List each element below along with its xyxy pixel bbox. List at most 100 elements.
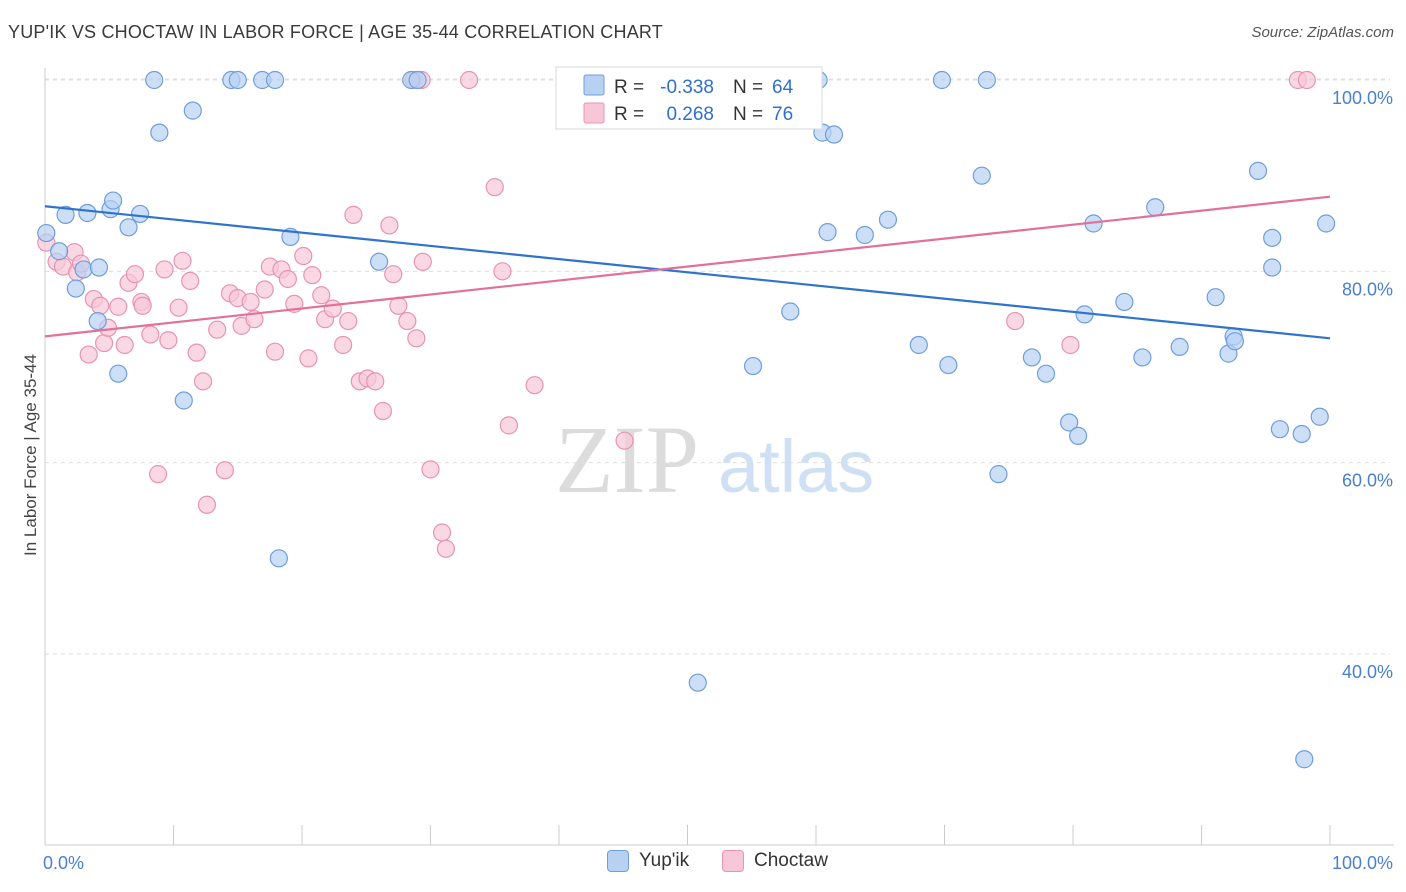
choctaw-point xyxy=(109,297,128,316)
yupik-point xyxy=(265,70,285,90)
yupik-point xyxy=(1270,420,1289,439)
yupik-point xyxy=(1146,198,1165,217)
yupik-point xyxy=(909,335,928,355)
choctaw-point xyxy=(373,401,393,421)
yupik-point xyxy=(78,203,97,223)
legend-swatch-choctaw-bottom xyxy=(722,850,744,872)
grid-lines xyxy=(45,78,1390,655)
yupik-point xyxy=(824,125,844,144)
chart-title: YUP'IK VS CHOCTAW IN LABOR FORCE | AGE 3… xyxy=(8,22,663,42)
legend-n-label-yupik: N = xyxy=(733,77,763,98)
yupik-point xyxy=(269,549,288,568)
yupik-point xyxy=(1295,750,1314,769)
series-yupik-points xyxy=(37,70,1336,769)
yupik-point xyxy=(977,70,997,90)
choctaw-point xyxy=(380,216,399,235)
yupik-point xyxy=(37,223,56,243)
choctaw-point xyxy=(294,246,313,266)
legend-item-yupik: Yup'ik xyxy=(607,850,689,872)
yupik-point xyxy=(150,123,169,142)
choctaw-point xyxy=(115,335,134,355)
choctaw-point xyxy=(193,372,213,391)
choctaw-point xyxy=(323,299,342,318)
choctaw-point xyxy=(432,523,452,542)
choctaw-point xyxy=(155,260,174,279)
choctaw-point xyxy=(389,296,408,315)
yupik-point xyxy=(688,673,707,692)
yupik-point xyxy=(1248,161,1268,180)
choctaw-point xyxy=(125,265,145,284)
legend-swatch-yupik-bottom xyxy=(607,850,629,872)
trend-line-yupik xyxy=(44,205,1331,340)
trend-line-choctaw xyxy=(44,195,1331,338)
yupik-point xyxy=(1225,332,1245,351)
yupik-point xyxy=(989,465,1008,484)
legend-item-choctaw: Choctaw xyxy=(722,850,828,872)
choctaw-point xyxy=(148,465,168,484)
choctaw-point xyxy=(413,252,432,271)
choctaw-point xyxy=(398,311,417,331)
yupik-point xyxy=(1022,348,1041,367)
yupik-point xyxy=(174,391,193,410)
choctaw-point xyxy=(208,320,227,339)
yupik-point xyxy=(109,364,128,383)
choctaw-point xyxy=(312,286,331,305)
yupik-point xyxy=(743,356,763,376)
yupik-point xyxy=(1206,288,1225,307)
choctaw-point xyxy=(436,539,456,558)
choctaw-point xyxy=(344,205,363,224)
trend-lines xyxy=(44,195,1331,340)
yupik-point xyxy=(408,70,427,90)
yupik-point xyxy=(145,70,164,90)
choctaw-point xyxy=(459,70,479,90)
choctaw-point xyxy=(1297,70,1316,90)
yupik-point xyxy=(228,70,247,90)
y-tick-label: 80.0% xyxy=(1342,279,1393,299)
axes xyxy=(44,68,1394,846)
choctaw-point xyxy=(169,298,188,317)
choctaw-point xyxy=(384,265,403,284)
choctaw-point xyxy=(339,311,358,331)
yupik-point xyxy=(104,191,123,210)
y-tick-label: 60.0% xyxy=(1342,471,1393,491)
yupik-point xyxy=(1036,364,1056,383)
yupik-point xyxy=(855,225,874,245)
legend-label-yupik: Yup'ik xyxy=(639,850,690,871)
yupik-point xyxy=(1263,228,1282,247)
watermark-zip: ZIP xyxy=(555,406,699,513)
choctaw-point xyxy=(366,372,385,391)
yupik-point xyxy=(89,258,109,277)
legend-r-value-choctaw: 0.268 xyxy=(666,104,714,125)
choctaw-point xyxy=(215,461,234,480)
choctaw-point xyxy=(303,266,322,285)
yupik-point xyxy=(1133,348,1152,367)
choctaw-point xyxy=(159,331,178,350)
tick-labels: 40.0% 60.0% 80.0% 100.0% 0.0% 100.0% xyxy=(43,88,1393,873)
choctaw-point xyxy=(265,342,285,361)
legend-n-label-choctaw: N = xyxy=(733,104,763,125)
y-axis-label: In Labor Force | Age 35-44 xyxy=(21,354,40,556)
choctaw-point xyxy=(525,376,544,395)
yupik-point xyxy=(66,279,85,298)
choctaw-point xyxy=(197,495,217,514)
yupik-point xyxy=(939,355,958,375)
yupik-point xyxy=(88,311,107,331)
choctaw-point xyxy=(255,280,274,299)
choctaw-point xyxy=(334,335,353,355)
legend-r-label-yupik: R = xyxy=(614,77,644,98)
yupik-point xyxy=(1292,424,1311,444)
choctaw-point xyxy=(181,271,200,290)
yupik-point xyxy=(972,166,991,185)
choctaw-point xyxy=(1006,311,1025,331)
legend-n-value-yupik: 64 xyxy=(772,77,794,98)
choctaw-point xyxy=(173,251,192,270)
legend-swatch-choctaw xyxy=(583,102,605,124)
choctaw-point xyxy=(133,296,152,315)
yupik-point xyxy=(932,70,952,90)
yupik-point xyxy=(119,218,138,237)
yupik-point xyxy=(1115,292,1134,312)
choctaw-point xyxy=(499,416,518,435)
legend-r-label-choctaw: R = xyxy=(614,104,644,125)
yupik-point xyxy=(1317,214,1336,233)
watermark-atlas: atlas xyxy=(718,425,874,508)
